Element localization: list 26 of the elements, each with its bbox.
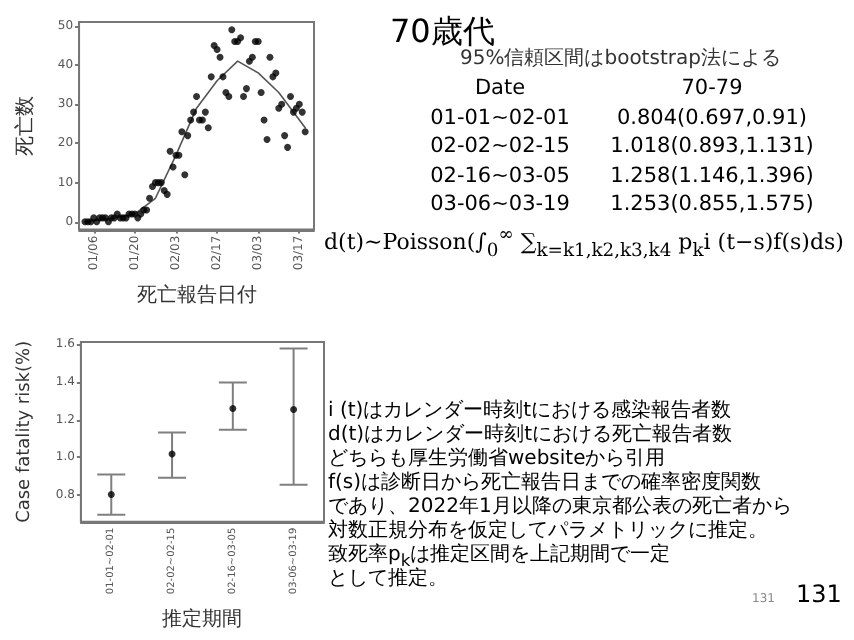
text: 95%信頼区間はbootstrap法による <box>460 47 781 72</box>
y-axis-title: Case fatality risk(%) <box>15 340 35 523</box>
text: 致死率p$_{k}$は推定区間を上記期間で一定 <box>328 544 671 570</box>
text: として推定。 <box>328 568 448 592</box>
x-axis-title: 死亡報告日付 <box>136 283 257 307</box>
text: i (t)はカレンダー時刻tにおける感染報告者数 <box>328 400 732 423</box>
text: 対数正規分布を仮定してパラメトリックに推定。 <box>328 520 768 543</box>
text: 0.804(0.697,0.91) <box>616 105 808 129</box>
text: f(s)は診断日から死亡報告日までの確率密度関数 <box>328 472 762 495</box>
text: 70-79 <box>681 76 743 100</box>
y-axis-title: 死亡数 <box>13 95 37 156</box>
text: 70歳代 <box>390 12 495 50</box>
text: Date <box>474 76 526 100</box>
text: 1.258(1.146,1.396) <box>610 163 814 187</box>
text: 02-02~02-15 <box>430 134 570 158</box>
text: 01-01~02-01 <box>430 105 570 129</box>
text: 131 <box>796 580 842 608</box>
text: どちらも厚生労働省websiteから引用 <box>328 448 666 471</box>
text: d(t)~Poisson(∫$_{0}$$^{∞}$ ∑$_{k=k1,k2,k3,k4}$ p$_{k}$i (t−s)f(s)ds) <box>324 224 844 262</box>
x-axis-title: 推定期間 <box>162 607 243 631</box>
text: 02-16~03-05 <box>430 163 570 187</box>
text: 1.018(0.893,1.131) <box>610 134 814 158</box>
text: d(t)はカレンダー時刻tにおける死亡報告者数 <box>328 424 732 447</box>
text: 03-06~03-19 <box>430 192 570 216</box>
text: であり、2022年1月以降の東京都公表の死亡者から <box>328 496 792 519</box>
text: 1.253(0.855,1.575) <box>610 192 814 216</box>
